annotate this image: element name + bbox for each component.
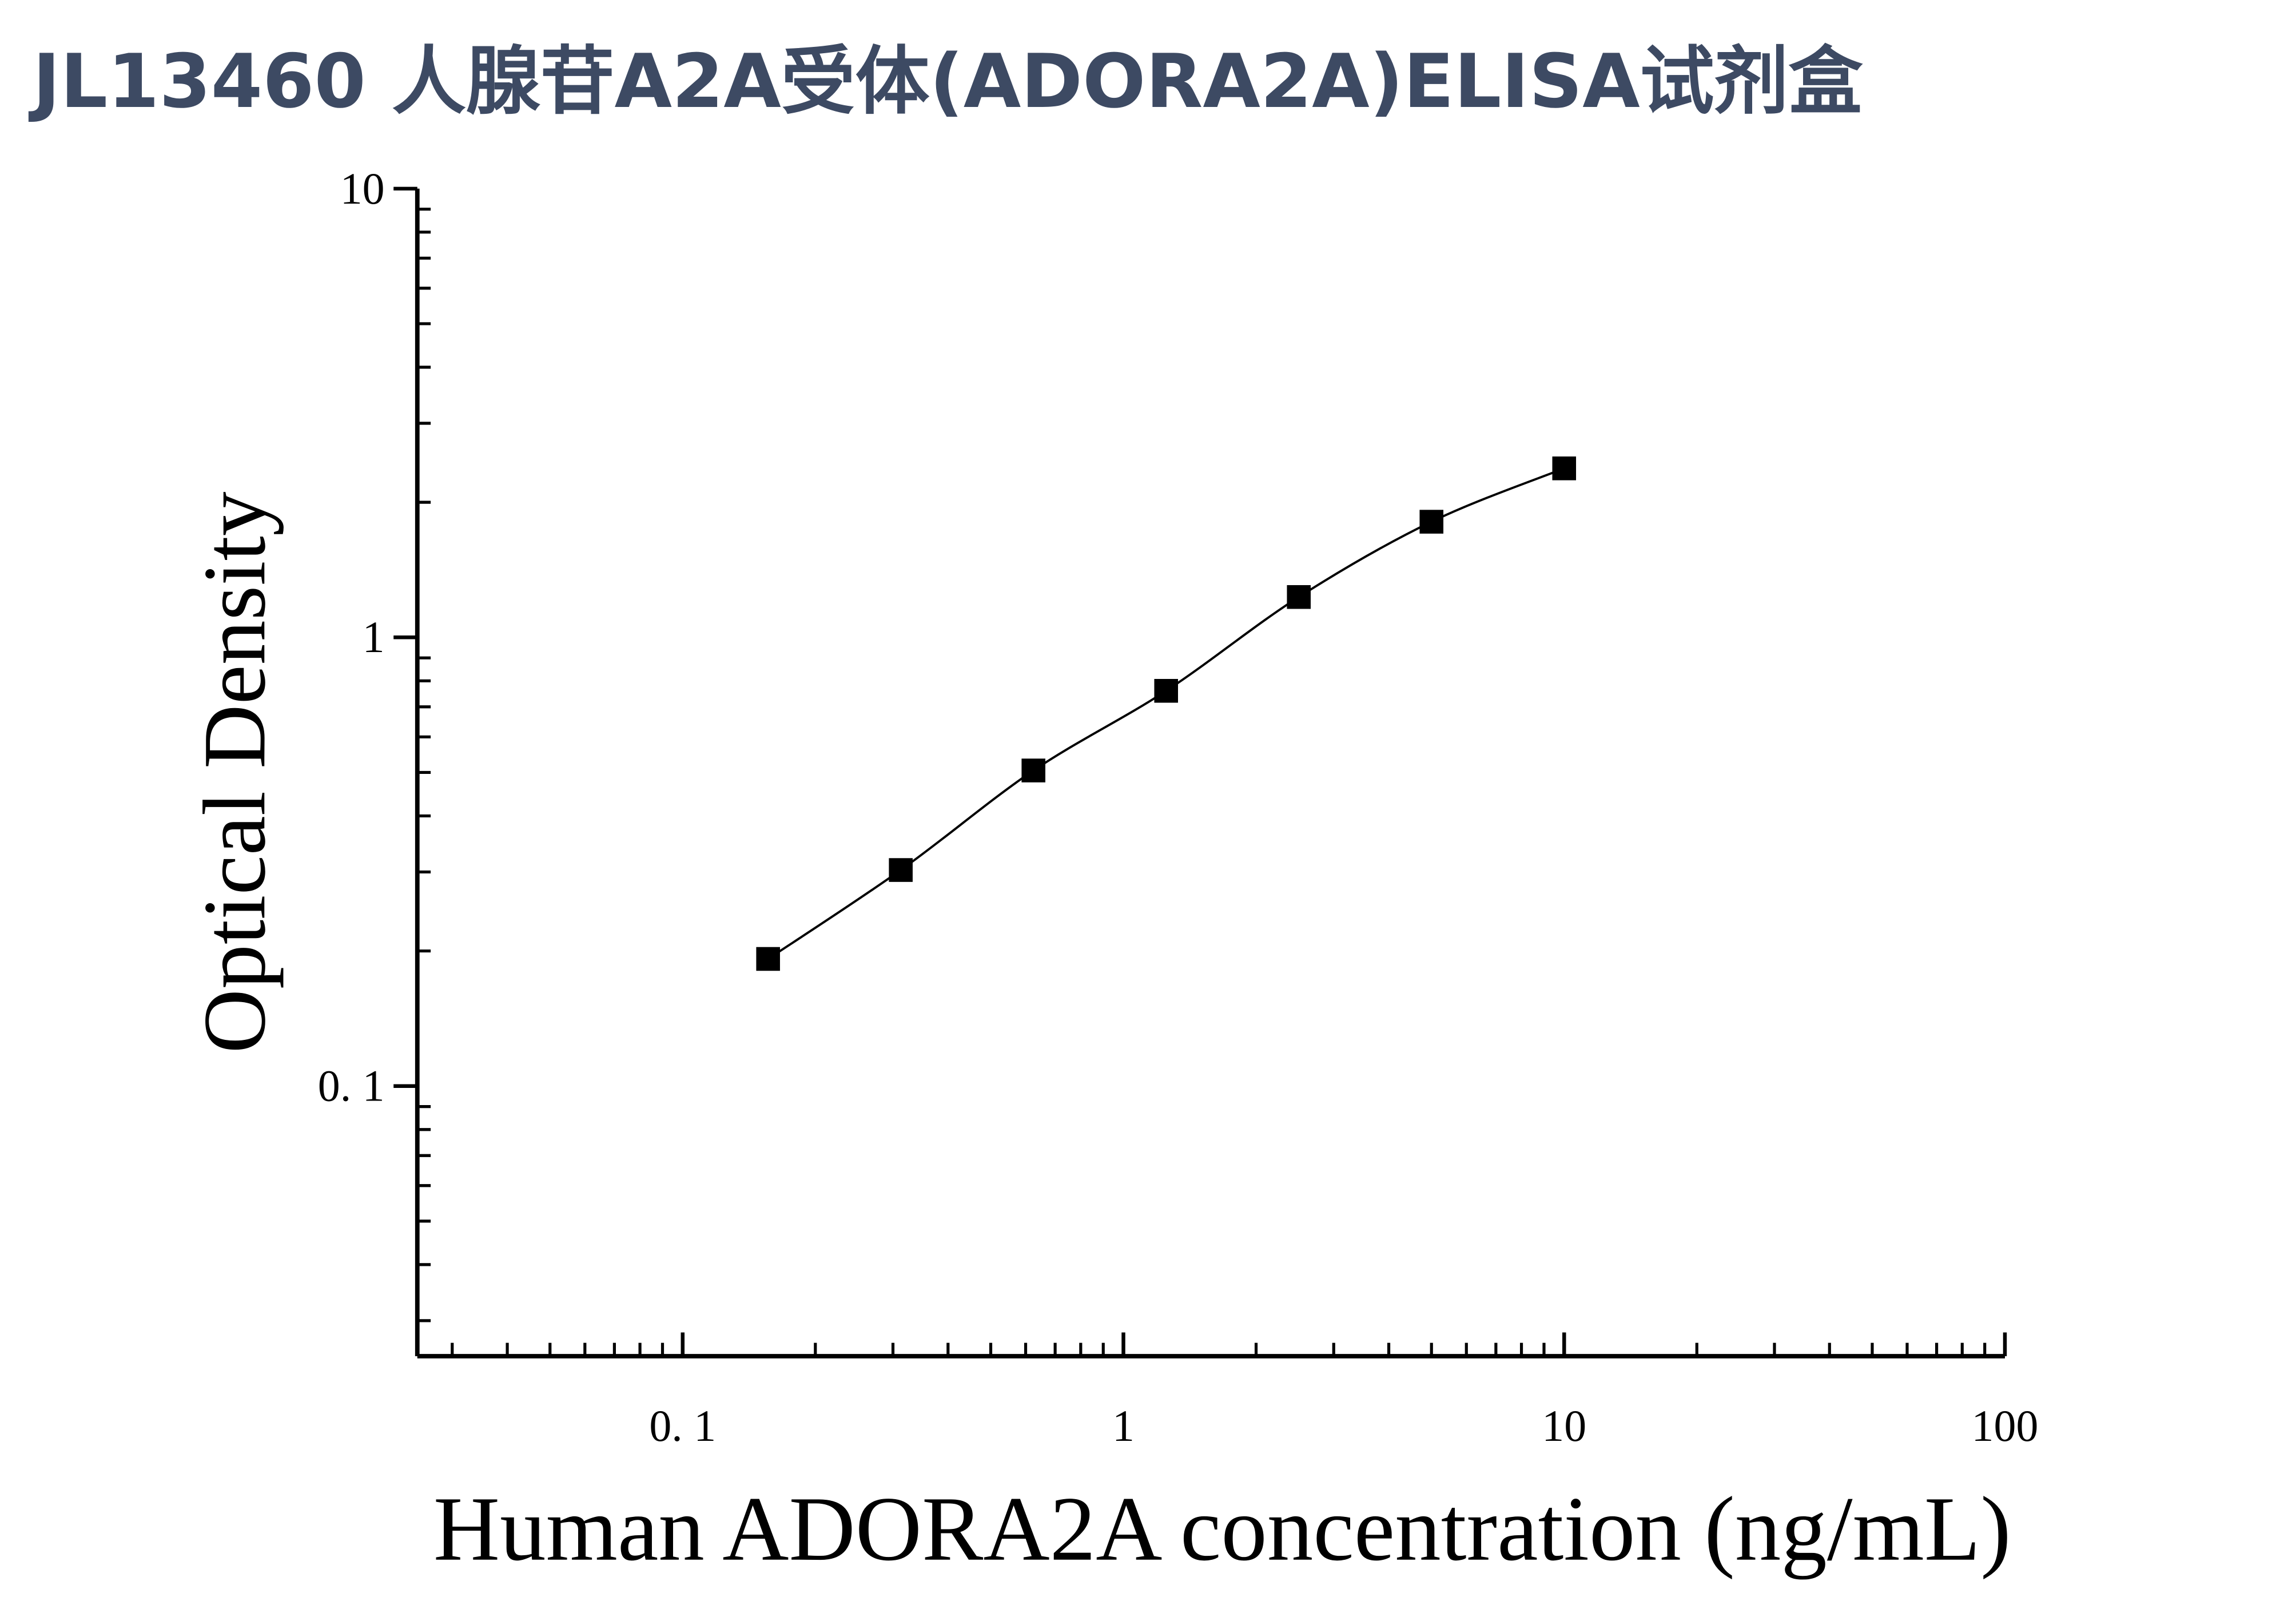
x-tick-label: 100 xyxy=(1972,1401,2039,1451)
fit-curve xyxy=(767,467,1565,960)
x-tick-label: 1 xyxy=(1112,1401,1135,1451)
y-tick-label: 1 xyxy=(363,613,385,662)
y-tick-label: 10 xyxy=(340,164,385,213)
x-tick-label: 10 xyxy=(1542,1401,1586,1451)
data-point xyxy=(1419,510,1444,534)
y-axis-label: Optical Density xyxy=(185,491,284,1053)
data-point xyxy=(1287,585,1311,609)
y-tick-label: 0. 1 xyxy=(318,1062,385,1111)
data-point xyxy=(1021,758,1045,782)
chart-title: JL13460 人腺苷A2A受体(ADORA2A)ELISA试剂盒 xyxy=(28,38,1863,125)
data-point xyxy=(1552,456,1577,480)
data-point xyxy=(756,947,780,971)
data-point xyxy=(1154,678,1178,703)
x-tick-label: 0. 1 xyxy=(649,1401,716,1451)
x-axis-label: Human ADORA2A concentration (ng/mL) xyxy=(433,1478,2011,1580)
data-point xyxy=(889,858,913,882)
